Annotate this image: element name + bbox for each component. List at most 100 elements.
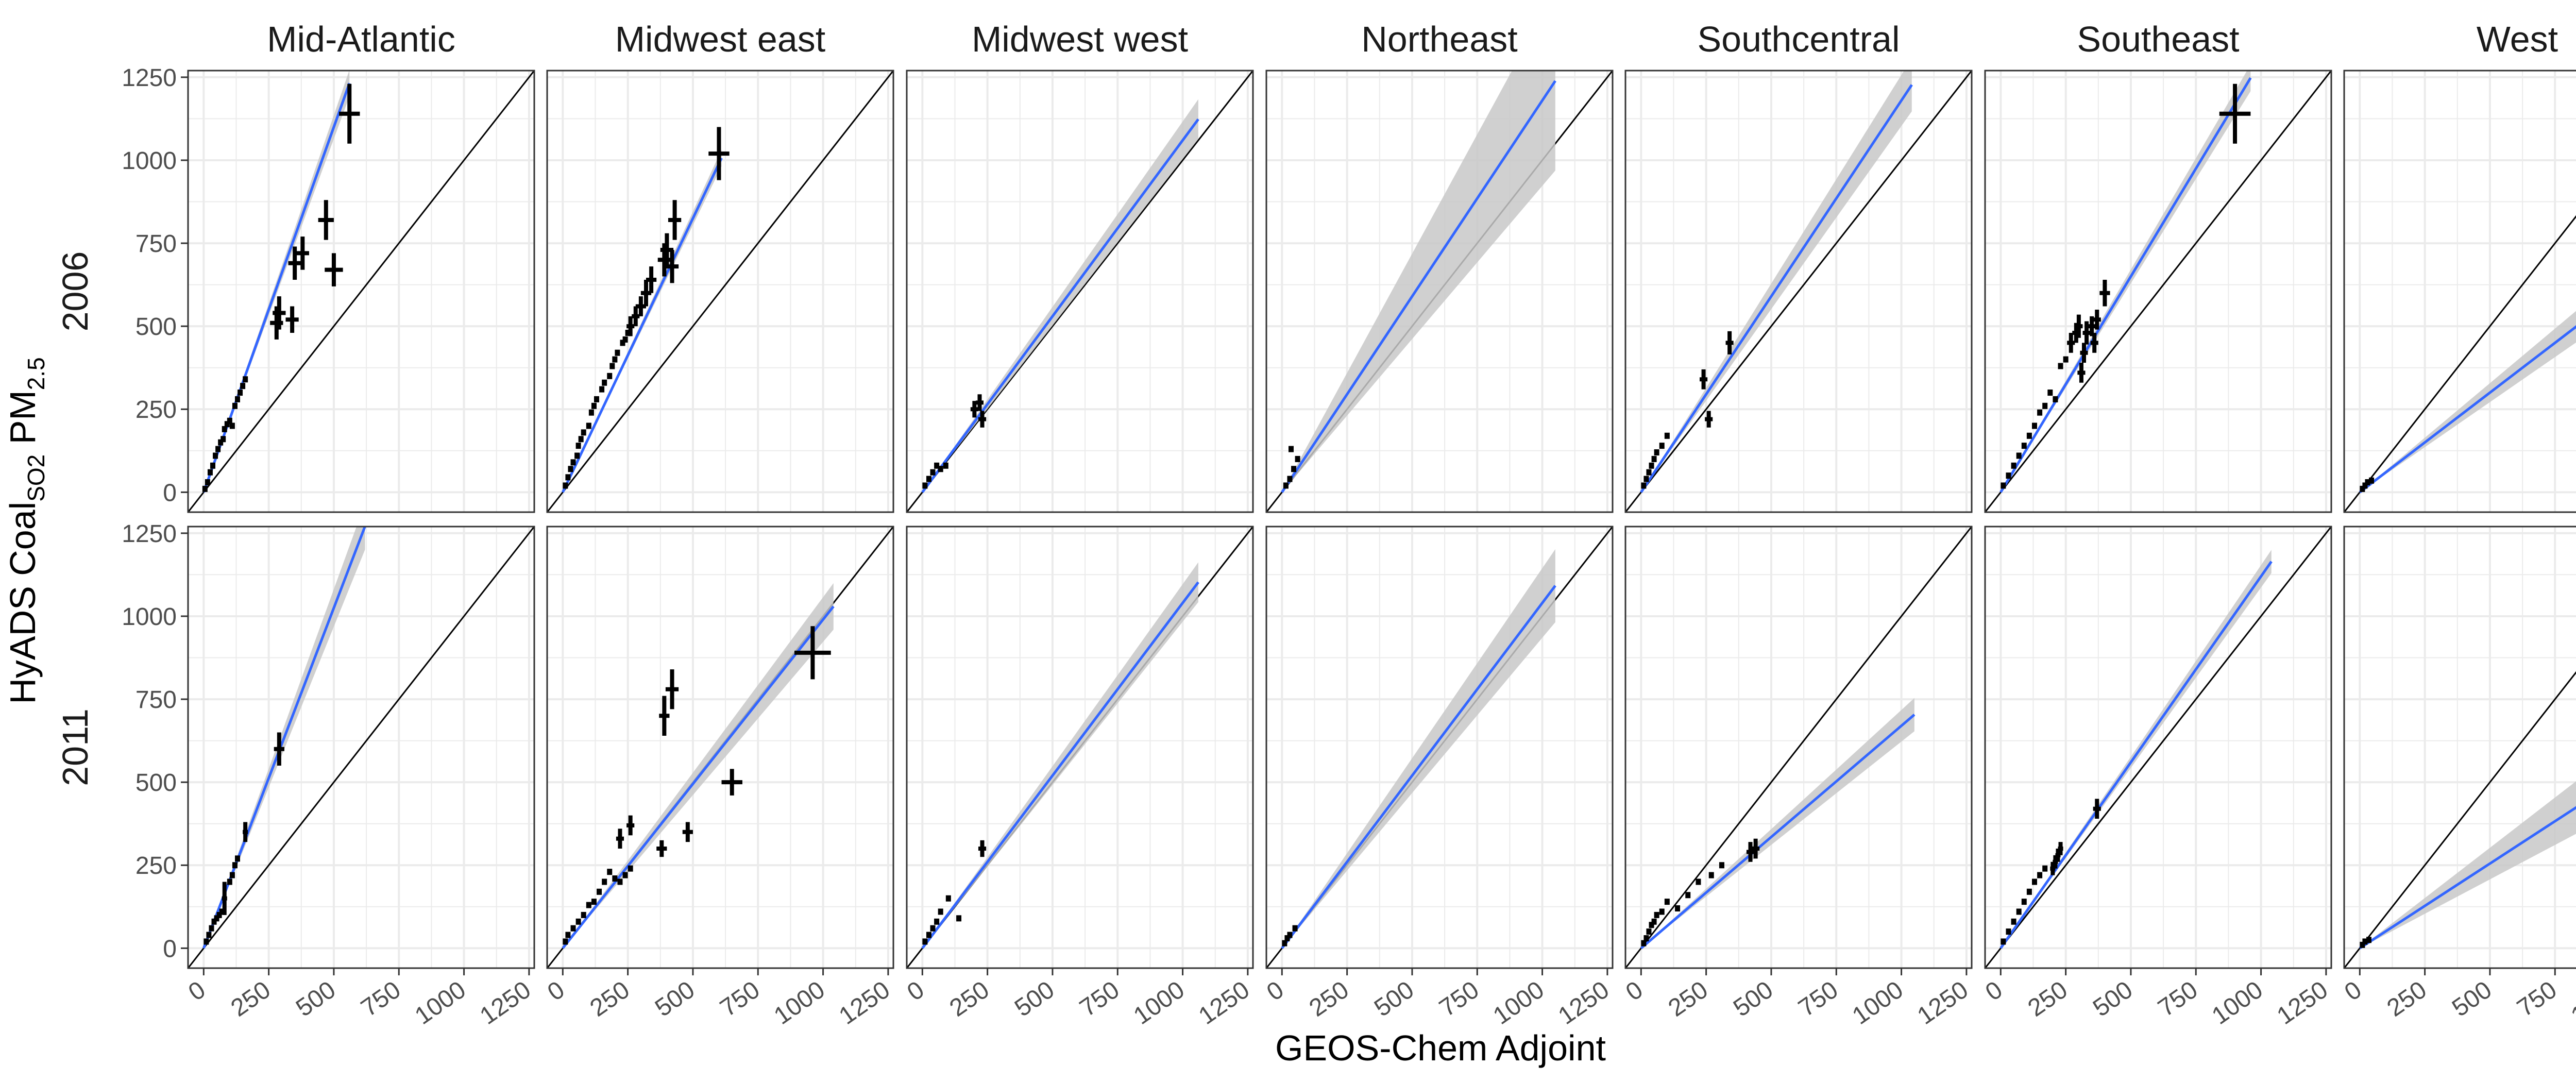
identity-line bbox=[188, 71, 534, 512]
data-point bbox=[1649, 462, 1654, 469]
data-point bbox=[581, 429, 586, 436]
panel-plot-area bbox=[1625, 71, 1972, 512]
confidence-band bbox=[1641, 698, 1914, 949]
y-tick-label: 1250 bbox=[122, 520, 177, 548]
confidence-band bbox=[922, 562, 1198, 949]
data-point bbox=[2063, 356, 2069, 363]
data-point bbox=[594, 396, 599, 402]
data-point bbox=[202, 485, 208, 492]
data-point bbox=[1646, 928, 1652, 935]
identity-line bbox=[547, 71, 893, 512]
data-point bbox=[1685, 892, 1691, 899]
data-point bbox=[591, 899, 597, 905]
data-point bbox=[204, 938, 209, 945]
data-point bbox=[232, 862, 238, 869]
data-point bbox=[591, 402, 597, 409]
data-point bbox=[588, 409, 594, 416]
data-point bbox=[1291, 466, 1297, 472]
panel-plot-area bbox=[2344, 671, 2576, 968]
data-point bbox=[1719, 862, 1724, 869]
regression-line bbox=[1999, 561, 2273, 949]
data-point bbox=[227, 417, 232, 424]
data-point bbox=[2362, 482, 2368, 489]
data-point bbox=[945, 895, 951, 902]
confidence-band bbox=[2360, 781, 2576, 949]
panel-border bbox=[2343, 526, 2576, 969]
data-point bbox=[926, 932, 931, 938]
y-tick-label: 0 bbox=[163, 479, 177, 506]
data-point bbox=[1654, 911, 1659, 918]
data-point bbox=[213, 452, 218, 459]
regression-line bbox=[1281, 80, 1556, 493]
data-point bbox=[2016, 452, 2022, 459]
confidence-band bbox=[1641, 71, 1912, 493]
data-point bbox=[1295, 455, 1300, 462]
panel-plot-area bbox=[907, 527, 1253, 968]
data-point bbox=[628, 865, 633, 872]
data-point bbox=[1659, 443, 1665, 449]
data-point bbox=[586, 422, 591, 429]
panel-plot-area bbox=[188, 71, 534, 512]
data-point bbox=[934, 462, 940, 469]
facet-column-label: Southeast bbox=[2077, 19, 2239, 59]
panel bbox=[906, 70, 1254, 513]
panel bbox=[546, 70, 894, 513]
panel bbox=[2343, 70, 2576, 513]
data-point bbox=[2366, 937, 2371, 943]
panel-grid: Mid-Atlantic Midwest east Midwest west Nort… bbox=[55, 19, 2576, 1030]
data-point bbox=[2037, 872, 2043, 878]
regression-line bbox=[921, 581, 1199, 949]
identity-line bbox=[188, 527, 534, 968]
panel-plot-area bbox=[1985, 71, 2331, 512]
data-point bbox=[206, 932, 212, 938]
data-point bbox=[607, 869, 613, 875]
data-point bbox=[1287, 932, 1293, 938]
panel-plot-area bbox=[1985, 527, 2331, 968]
data-point bbox=[622, 872, 628, 878]
data-point bbox=[215, 446, 221, 452]
facet-column-label: Mid-Atlantic bbox=[267, 19, 455, 59]
data-point bbox=[2011, 918, 2016, 925]
data-point bbox=[607, 373, 613, 379]
data-point bbox=[235, 396, 240, 402]
data-point bbox=[221, 436, 226, 443]
data-point bbox=[956, 915, 962, 922]
data-point bbox=[205, 479, 210, 486]
data-point bbox=[2026, 432, 2032, 439]
data-point bbox=[2053, 396, 2058, 402]
data-point bbox=[943, 462, 948, 469]
data-point bbox=[2360, 485, 2365, 492]
data-point bbox=[2365, 479, 2370, 486]
data-point bbox=[609, 363, 615, 369]
data-point bbox=[922, 938, 928, 945]
y-axis-title: HyADS CoalSO2 PM2.5 bbox=[3, 357, 49, 704]
panel-border bbox=[1984, 526, 2332, 969]
data-point bbox=[1649, 922, 1654, 928]
data-point bbox=[2369, 477, 2375, 484]
regression-line bbox=[2359, 806, 2576, 950]
x-axis-title: GEOS-Chem Adjoint bbox=[1275, 1028, 1606, 1068]
data-point bbox=[922, 482, 928, 489]
facet-column-label: West bbox=[2477, 19, 2558, 59]
data-point bbox=[578, 436, 584, 443]
panel bbox=[1265, 70, 1614, 513]
regression-line bbox=[562, 605, 835, 949]
data-point bbox=[1292, 925, 1298, 932]
regression-line bbox=[1281, 585, 1556, 949]
confidence-band bbox=[563, 583, 834, 949]
facet-column-label: Southcentral bbox=[1697, 19, 1900, 59]
data-point bbox=[1641, 940, 1647, 946]
data-point bbox=[229, 422, 235, 429]
data-point bbox=[232, 402, 238, 409]
data-point bbox=[2001, 482, 2006, 489]
panel-border bbox=[1265, 70, 1614, 513]
facet-column-label: Northeast bbox=[1361, 19, 1517, 59]
data-point bbox=[210, 462, 215, 469]
panel-plot-area bbox=[2344, 215, 2576, 512]
data-point bbox=[1664, 899, 1670, 905]
y-tick-label: 250 bbox=[135, 396, 177, 424]
